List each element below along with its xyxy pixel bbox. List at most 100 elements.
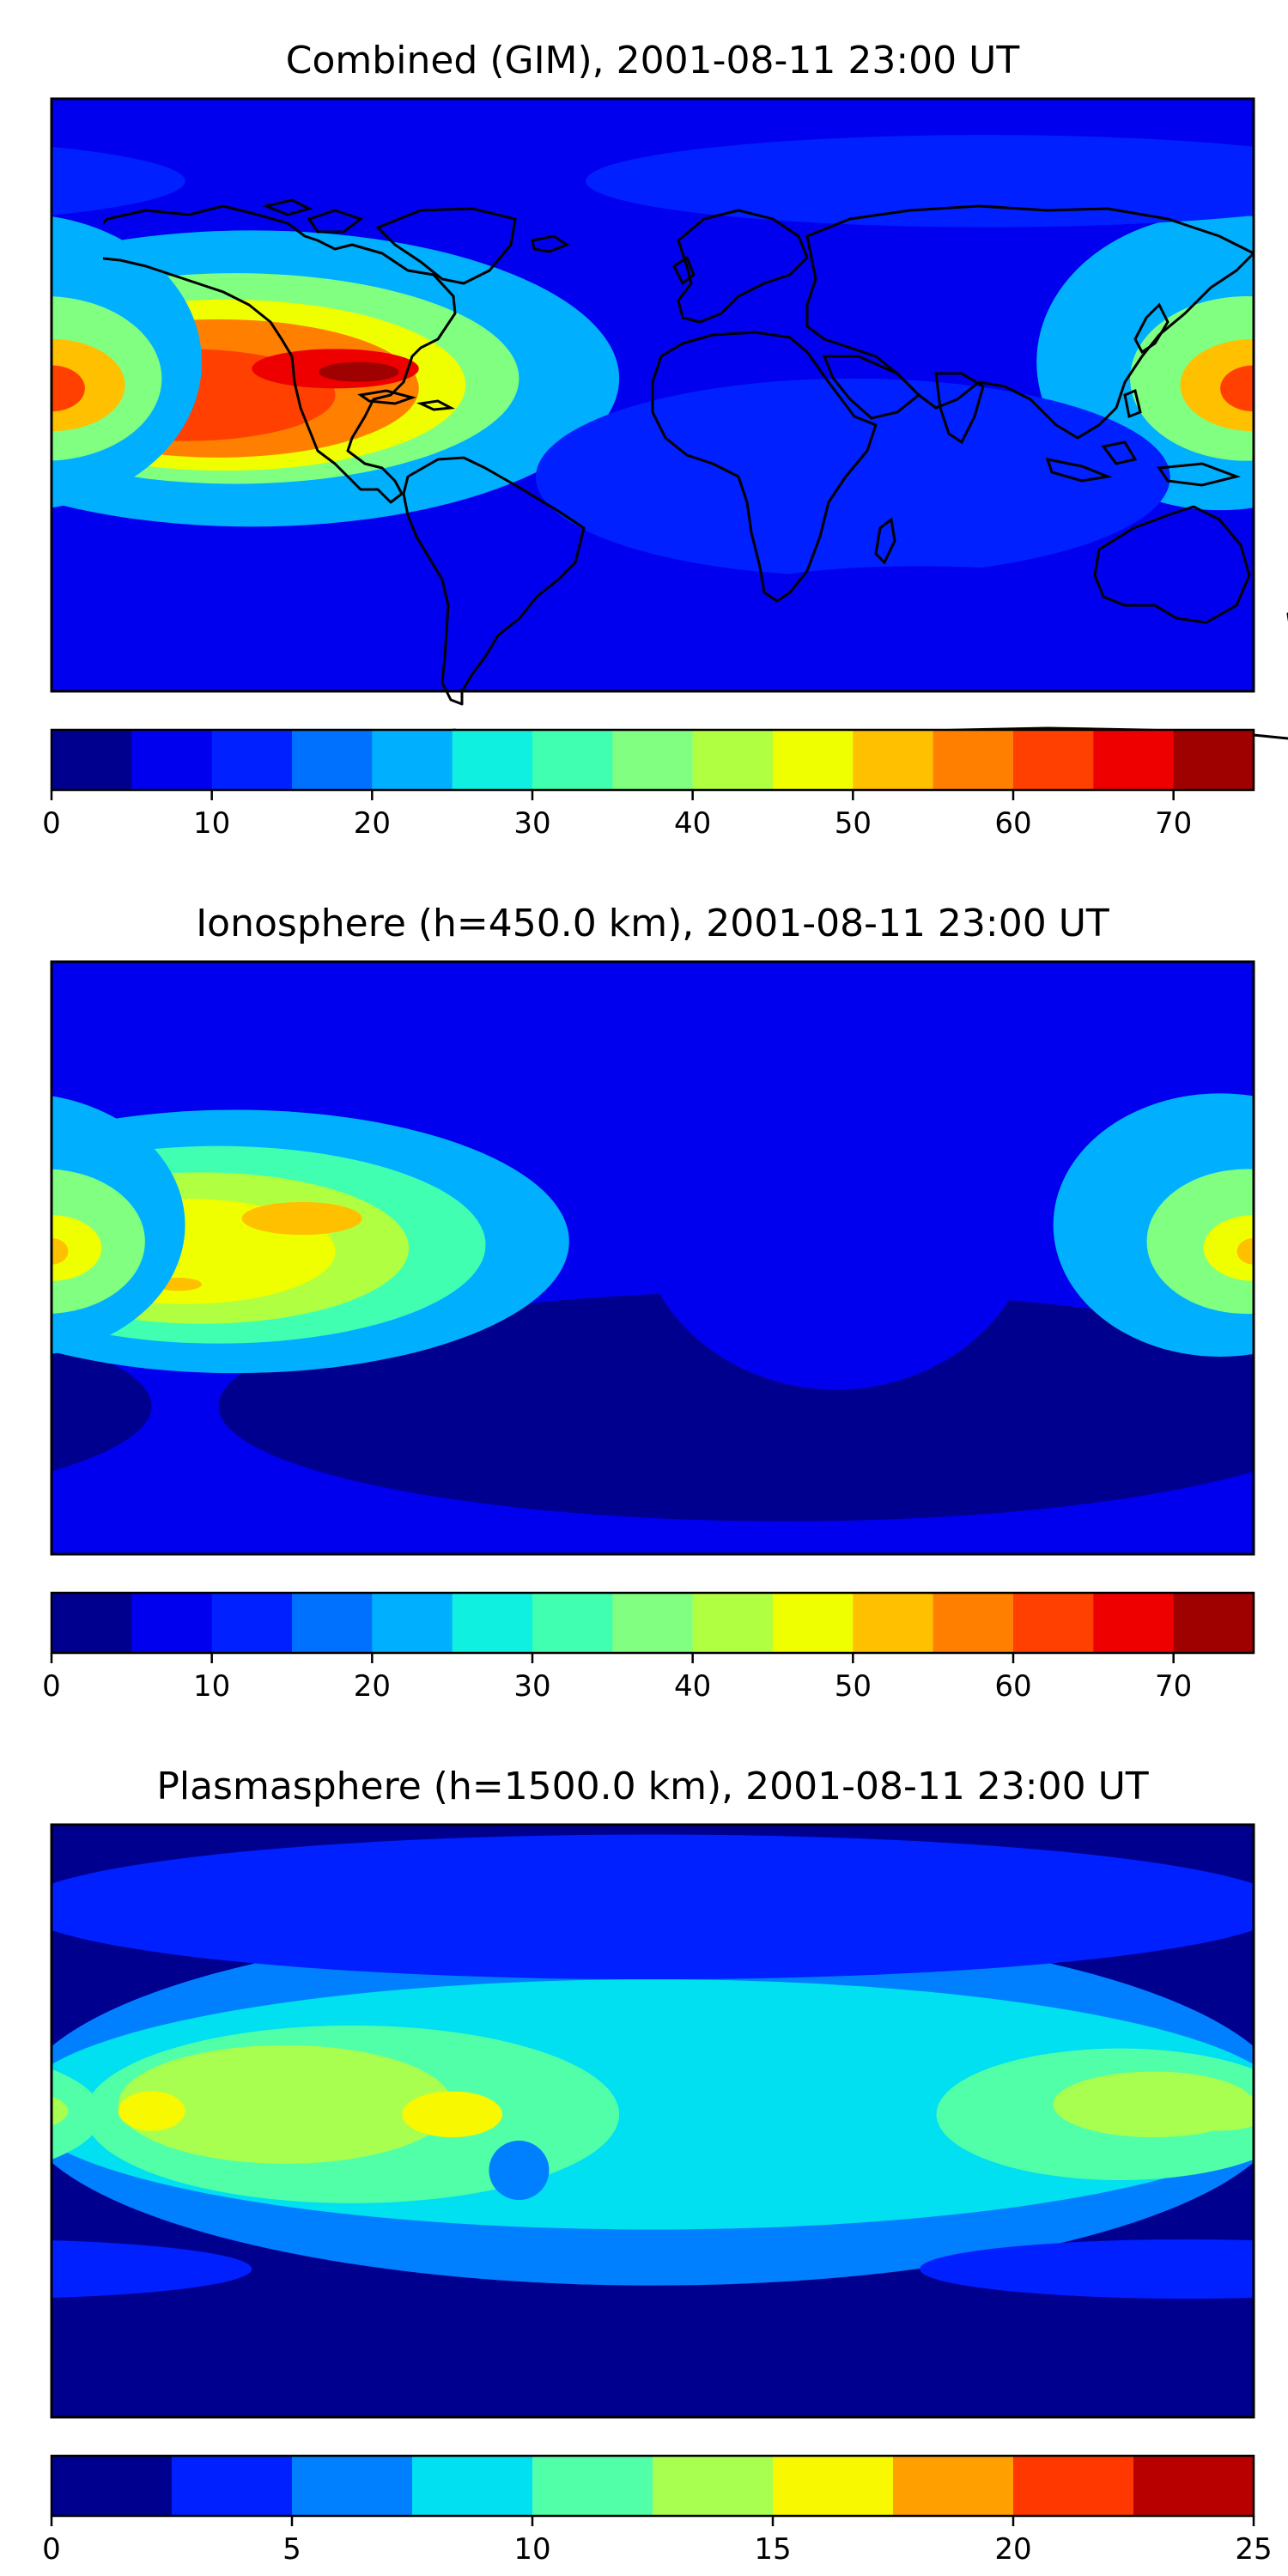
colorbar: 0 5 10 15 20 25 — [42, 2454, 1273, 2567]
colorbar-tick-label: 60 — [994, 1669, 1031, 1704]
colorbar-tick-label: 25 — [1235, 2532, 1272, 2567]
contour-region — [52, 1340, 152, 1472]
contour-region — [1220, 365, 1254, 412]
contour-region — [452, 2104, 472, 2118]
colorbar-segment — [452, 730, 533, 790]
colorbar-segment — [1173, 730, 1255, 790]
contour-region — [118, 2091, 185, 2131]
panel-title: Plasmasphere (h=1500.0 km), 2001-08-11 2… — [156, 1765, 1148, 1808]
contour-region — [920, 2239, 1254, 2299]
colorbar-tick-label: 10 — [513, 2532, 550, 2567]
colorbar-tick-label: 5 — [283, 2532, 301, 2567]
colorbar-segment — [292, 1593, 373, 1653]
contour-region — [402, 2091, 502, 2138]
map-panel-1: Combined (GIM), 2001-08-11 23:00 UT 0 10 20… — [42, 39, 1255, 841]
colorbar-tick-label: 15 — [754, 2532, 791, 2567]
colorbar-segment — [1013, 1593, 1094, 1653]
colorbar-frame — [50, 728, 1255, 792]
contour-region — [218, 1291, 1254, 1522]
colorbar-tick-label: 0 — [42, 1669, 61, 1704]
colorbar-segment — [773, 1593, 854, 1653]
colorbar-segment — [131, 1593, 213, 1653]
colorbar-segment — [612, 730, 694, 790]
contour-region — [52, 338, 125, 432]
contour-region — [52, 1238, 69, 1265]
contour-region — [535, 378, 1170, 576]
contour-region — [586, 135, 1254, 228]
contour-region — [635, 1027, 1037, 1390]
colorbar-tick-label: 70 — [1155, 1669, 1192, 1704]
tec-field — [52, 962, 1254, 1554]
contour-region — [1220, 2359, 1254, 2377]
colorbar-tick-label: 30 — [513, 1669, 550, 1704]
colorbar-segment — [773, 730, 854, 790]
contour-region — [1236, 1238, 1254, 1265]
colorbar-tick-label: 60 — [994, 806, 1031, 841]
colorbar-segment — [52, 1593, 132, 1653]
colorbar-segment — [933, 1593, 1014, 1653]
colorbar-tick-label: 40 — [674, 1669, 711, 1704]
contour-region — [52, 1883, 85, 1930]
map-frame — [50, 960, 1255, 1556]
colorbar-frame — [50, 2454, 1255, 2518]
colorbar-tick-label: 20 — [354, 1669, 391, 1704]
colorbar-segment — [412, 2456, 533, 2516]
colorbar-segment — [1173, 1593, 1255, 1653]
colorbar-segment — [172, 2456, 293, 2516]
colorbar-segment — [773, 2456, 894, 2516]
colorbar-segment — [692, 730, 774, 790]
colorbar-tick-label: 0 — [42, 806, 61, 841]
colorbar: 0 10 20 30 40 50 60 70 — [42, 1591, 1255, 1704]
map-panel-2: Ionosphere (h=450.0 km), 2001-08-11 23:0… — [42, 902, 1255, 1704]
contour-region — [1146, 1169, 1254, 1315]
contour-region — [1180, 338, 1254, 432]
colorbar-segment — [853, 730, 934, 790]
colorbar-segment — [52, 730, 132, 790]
contour-region — [52, 2240, 252, 2298]
colorbar-segment — [532, 2456, 653, 2516]
tec-field — [52, 1825, 1254, 2417]
colorbar-segment — [1093, 730, 1175, 790]
colorbar-segment — [52, 2456, 173, 2516]
colorbar-tick-label: 50 — [835, 806, 872, 841]
contour-region — [1203, 1215, 1254, 1281]
contour-region — [52, 146, 185, 216]
colorbar-tick-label: 10 — [193, 1669, 230, 1704]
colorbar-segment — [452, 1593, 533, 1653]
colorbar-segment — [1013, 730, 1094, 790]
colorbar-tick-label: 70 — [1155, 806, 1192, 841]
contour-region — [52, 2359, 85, 2377]
colorbar-segment — [532, 1593, 613, 1653]
colorbar-segment — [292, 730, 373, 790]
colorbar-tick-label: 40 — [674, 806, 711, 841]
colorbar-segment — [933, 730, 1014, 790]
colorbar-tick-label: 0 — [42, 2532, 61, 2567]
tec-field — [52, 99, 1254, 691]
contour-region — [319, 361, 399, 382]
contour-region — [502, 586, 703, 633]
colorbar-segment — [1133, 2456, 1255, 2516]
colorbar-tick-label: 50 — [835, 1669, 872, 1704]
colorbar-frame — [50, 1591, 1255, 1655]
colorbar-tick-label: 10 — [193, 806, 230, 841]
colorbar-segment — [532, 730, 613, 790]
map-frame — [50, 1823, 1255, 2419]
contour-region — [52, 2069, 102, 2160]
colorbar-segment — [853, 1593, 934, 1653]
colorbar-segment — [211, 730, 293, 790]
colorbar-segment — [292, 2456, 413, 2516]
colorbar-segment — [893, 2456, 1014, 2516]
colorbar-tick-label: 30 — [513, 806, 550, 841]
colorbar-tick-label: 20 — [994, 2532, 1031, 2567]
contour-region — [52, 1834, 1254, 1980]
colorbar-segment — [653, 2456, 774, 2516]
panel-title: Ionosphere (h=450.0 km), 2001-08-11 23:0… — [196, 902, 1109, 945]
map-panel-3: Plasmasphere (h=1500.0 km), 2001-08-11 2… — [42, 1765, 1273, 2567]
contour-region — [118, 2044, 453, 2164]
contour-region — [241, 1201, 362, 1236]
contour-region — [52, 2096, 69, 2126]
contour-region — [736, 566, 1103, 619]
colorbar: 0 10 20 30 40 50 60 70 — [42, 728, 1255, 841]
contour-region — [52, 365, 85, 412]
